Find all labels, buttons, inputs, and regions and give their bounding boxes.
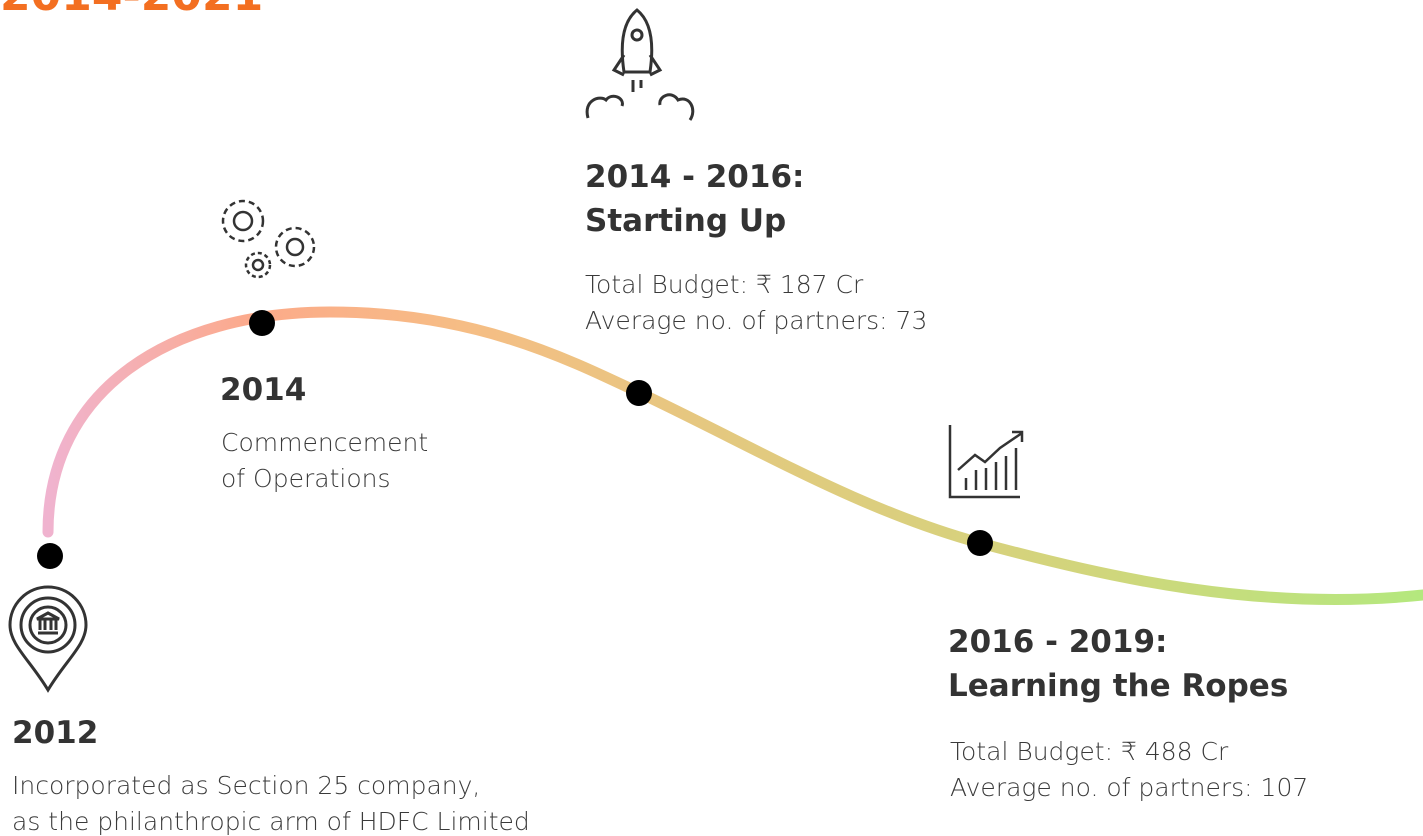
milestone-detail: as the philanthropic arm of HDFC Limited [12, 807, 530, 836]
gears-icon [221, 199, 316, 279]
rocket-icon [585, 8, 695, 121]
milestone-detail: Commencement [221, 428, 429, 457]
milestone-heading: 2012 [12, 715, 99, 751]
milestone-dot [626, 380, 652, 406]
milestone: 2016 - 2019: Learning the Ropes [948, 620, 1288, 708]
milestone-detail: of Operations [221, 464, 391, 493]
milestone-heading: 2014 - 2016: [585, 159, 805, 195]
milestone: 2014 - 2016: Starting Up [585, 155, 804, 243]
milestone-dot [37, 543, 63, 569]
milestone-detail: Average no. of partners: 107 [950, 773, 1309, 802]
milestone-details: Total Budget: ₹ 187 Cr Average no. of pa… [585, 267, 927, 339]
milestone-details: Commencement of Operations [221, 425, 428, 497]
milestone-heading: 2014 [220, 372, 307, 408]
title: 2014-2021 [0, 0, 263, 21]
growth-icon [948, 425, 1024, 499]
milestone-details: Incorporated as Section 25 company, as t… [12, 768, 530, 836]
milestone-detail: Incorporated as Section 25 company, [12, 771, 481, 800]
milestone-heading: Starting Up [585, 203, 787, 239]
milestone: 2012 [12, 711, 98, 755]
milestone-detail: Total Budget: ₹ 187 Cr [585, 270, 864, 299]
milestone: 2014 [220, 368, 306, 412]
pin-icon [8, 585, 88, 693]
milestone-dot [967, 530, 993, 556]
milestone-details: Total Budget: ₹ 488 Cr Average no. of pa… [950, 734, 1308, 806]
milestone-detail: Total Budget: ₹ 488 Cr [950, 737, 1229, 766]
milestone-dot [249, 310, 275, 336]
milestone-heading: 2016 - 2019: [948, 624, 1168, 660]
milestone-detail: Average no. of partners: 73 [585, 306, 928, 335]
milestone-heading: Learning the Ropes [948, 668, 1289, 704]
